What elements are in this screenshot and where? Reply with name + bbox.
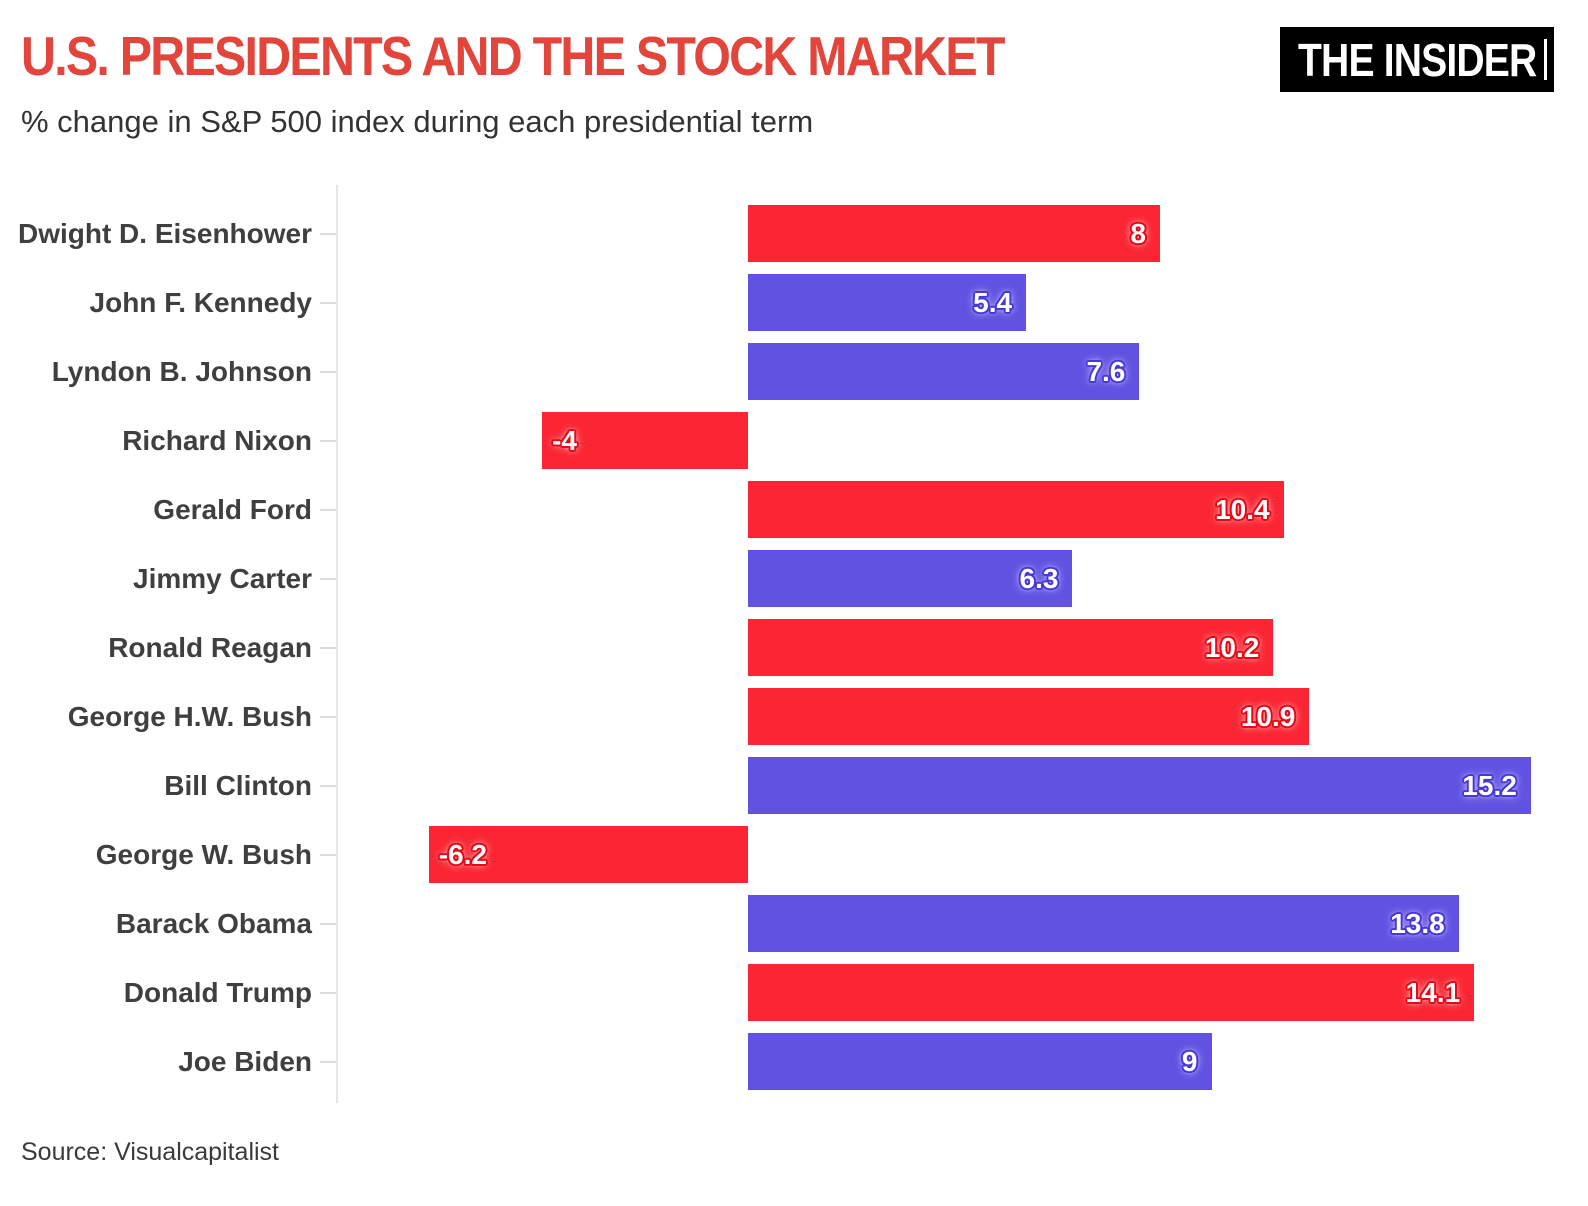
axis-tick xyxy=(320,785,336,787)
axis-tick xyxy=(320,923,336,925)
bar: -4 xyxy=(542,412,748,469)
bar: 15.2 xyxy=(748,757,1531,814)
axis-tick xyxy=(320,371,336,373)
bar-value-label: 10.2 xyxy=(1204,631,1260,663)
chart-row: John F. Kennedy 5.4 xyxy=(0,268,1588,337)
bar: 7.6 xyxy=(748,343,1140,400)
bar: 10.2 xyxy=(748,619,1274,676)
bar-value-label: 10.9 xyxy=(1240,700,1296,732)
chart-row: George H.W. Bush 10.9 xyxy=(0,682,1588,751)
bar: 5.4 xyxy=(748,274,1027,331)
bar-value-label: 5.4 xyxy=(973,286,1013,318)
source-note: Source: Visualcapitalist xyxy=(21,1138,280,1166)
president-label: Bill Clinton xyxy=(164,769,312,801)
chart: Dwight D. Eisenhower 8 John F. Kennedy 5… xyxy=(0,185,1588,1105)
bar-value-label: 9 xyxy=(1181,1045,1198,1077)
chart-row: Richard Nixon -4 xyxy=(0,406,1588,475)
axis-tick xyxy=(320,716,336,718)
bar-value-label: 6.3 xyxy=(1019,562,1059,594)
bar: 14.1 xyxy=(748,964,1475,1021)
chart-rows: Dwight D. Eisenhower 8 John F. Kennedy 5… xyxy=(0,199,1588,1096)
president-label: Barack Obama xyxy=(115,907,312,939)
president-label: Joe Biden xyxy=(178,1045,312,1077)
brand-logo-text: THE INSIDER xyxy=(1297,33,1537,86)
bar: 9 xyxy=(748,1033,1212,1090)
president-label: John F. Kennedy xyxy=(89,286,312,318)
president-label: Ronald Reagan xyxy=(108,631,312,663)
president-label: Jimmy Carter xyxy=(133,562,312,594)
president-label: Donald Trump xyxy=(123,976,312,1008)
page-subtitle: % change in S&P 500 index during each pr… xyxy=(21,104,814,139)
bar: 8 xyxy=(748,205,1160,262)
bar: -6.2 xyxy=(428,826,748,883)
bar-value-label: 10.4 xyxy=(1215,493,1270,525)
axis-tick xyxy=(320,578,336,580)
bar: 6.3 xyxy=(748,550,1073,607)
axis-tick xyxy=(320,992,336,994)
chart-row: Gerald Ford 10.4 xyxy=(0,475,1588,544)
chart-row: Jimmy Carter 6.3 xyxy=(0,544,1588,613)
president-label: Richard Nixon xyxy=(122,424,312,456)
chart-row: Barack Obama 13.8 xyxy=(0,889,1588,958)
axis-tick xyxy=(320,233,336,235)
president-label: Gerald Ford xyxy=(153,493,312,525)
president-label: George W. Bush xyxy=(95,838,312,870)
bar-value-label: 7.6 xyxy=(1086,355,1126,387)
chart-row: Bill Clinton 15.2 xyxy=(0,751,1588,820)
bar: 10.9 xyxy=(748,688,1310,745)
bar-value-label: 8 xyxy=(1130,217,1146,249)
chart-row: George W. Bush -6.2 xyxy=(0,820,1588,889)
president-label: George H.W. Bush xyxy=(67,700,312,732)
bar-value-label: 15.2 xyxy=(1462,769,1517,801)
president-label: Lyndon B. Johnson xyxy=(51,355,312,387)
axis-tick xyxy=(320,1061,336,1063)
bar: 13.8 xyxy=(748,895,1459,952)
bar-value-label: 13.8 xyxy=(1390,907,1445,939)
chart-row: Lyndon B. Johnson 7.6 xyxy=(0,337,1588,406)
chart-row: Ronald Reagan 10.2 xyxy=(0,613,1588,682)
axis-tick xyxy=(320,647,336,649)
chart-row: Donald Trump 14.1 xyxy=(0,958,1588,1027)
y-axis-line xyxy=(336,185,338,1103)
chart-row: Joe Biden 9 xyxy=(0,1027,1588,1096)
president-label: Dwight D. Eisenhower xyxy=(17,217,312,249)
axis-tick xyxy=(320,509,336,511)
bar: 10.4 xyxy=(748,481,1284,538)
bar-value-label: -4 xyxy=(552,424,577,456)
page-title: U.S. PRESIDENTS AND THE STOCK MARKET xyxy=(21,25,1005,87)
bar-value-label: 14.1 xyxy=(1405,976,1461,1008)
axis-tick xyxy=(320,854,336,856)
axis-tick xyxy=(320,440,336,442)
brand-logo-mark xyxy=(1544,39,1547,80)
chart-row: Dwight D. Eisenhower 8 xyxy=(0,199,1588,268)
bar-value-label: -6.2 xyxy=(438,838,487,870)
axis-tick xyxy=(320,302,336,304)
brand-logo: THE INSIDER xyxy=(1280,27,1554,92)
